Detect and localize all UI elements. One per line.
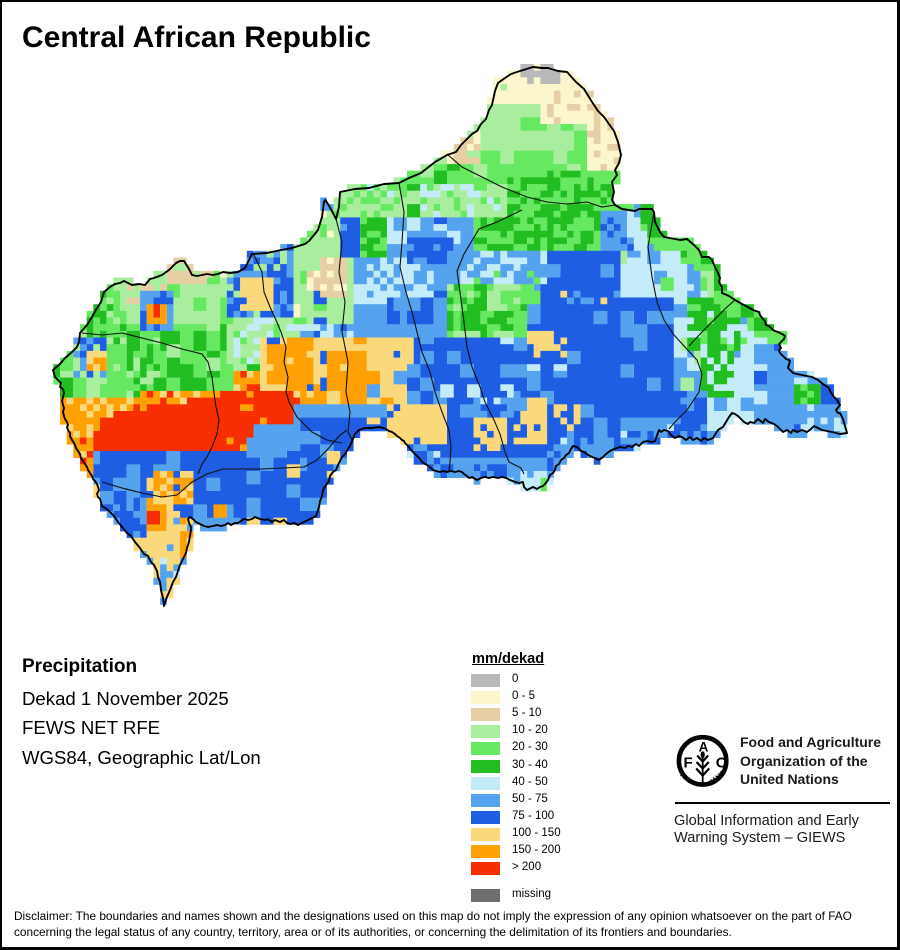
svg-text:A: A <box>699 739 709 754</box>
svg-text:PANIS: PANIS <box>709 769 727 785</box>
svg-text:F: F <box>684 754 693 771</box>
svg-text:O: O <box>716 754 728 771</box>
